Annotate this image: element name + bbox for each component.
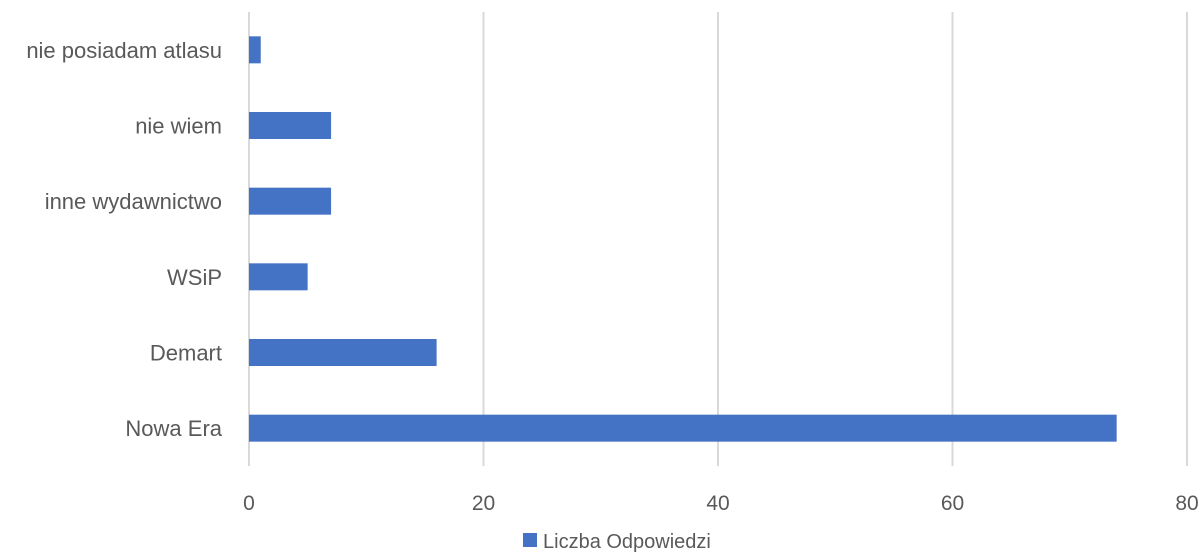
category-label: Nowa Era bbox=[125, 416, 222, 441]
x-tick-label: 40 bbox=[706, 492, 729, 515]
x-tick-label: 0 bbox=[243, 492, 255, 515]
legend-swatch bbox=[523, 533, 537, 547]
bar bbox=[249, 112, 332, 139]
category-label: inne wydawnictwo bbox=[45, 189, 222, 214]
bars bbox=[249, 36, 1117, 442]
x-tick-label: 80 bbox=[1175, 492, 1198, 515]
x-tick-label: 20 bbox=[472, 492, 495, 515]
legend-label: Liczba Odpowiedzi bbox=[543, 531, 711, 552]
category-label: nie posiadam atlasu bbox=[26, 38, 222, 63]
gridlines bbox=[248, 12, 1188, 466]
category-labels: Nowa Era Demart WSiP inne wydawnictwo nie wi… bbox=[26, 38, 222, 441]
bar bbox=[249, 187, 332, 215]
bar bbox=[249, 36, 261, 64]
x-axis-tick-labels: 0 20 40 60 80 bbox=[243, 492, 1199, 515]
category-label: WSiP bbox=[167, 265, 222, 290]
bar bbox=[249, 414, 1117, 442]
category-label: nie wiem bbox=[135, 114, 222, 139]
x-tick-label: 60 bbox=[941, 492, 964, 515]
legend: Liczba Odpowiedzi bbox=[523, 531, 711, 552]
category-label: Demart bbox=[150, 341, 222, 366]
bar bbox=[249, 263, 308, 291]
bar bbox=[249, 339, 437, 366]
